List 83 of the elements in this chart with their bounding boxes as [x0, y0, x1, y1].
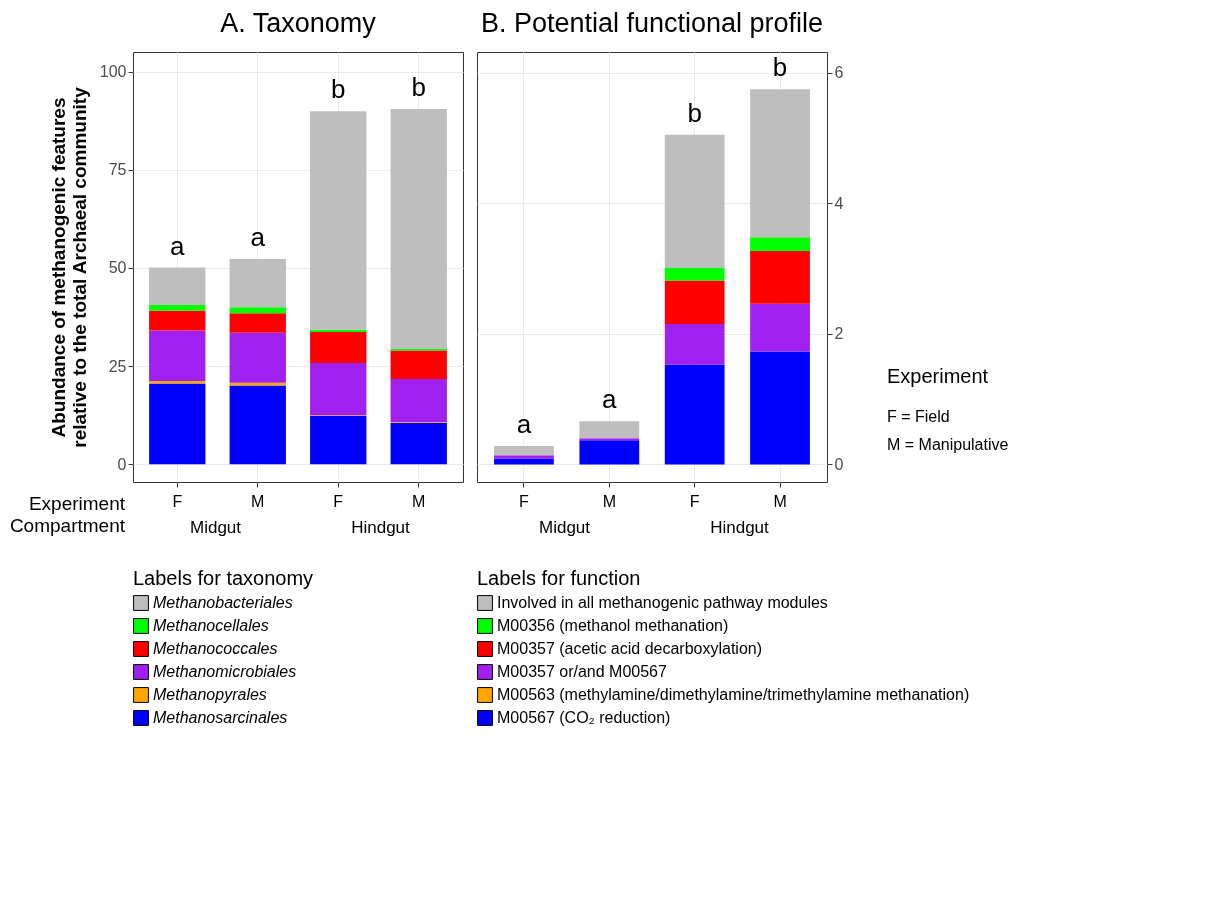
x-tick-label: M — [602, 492, 616, 510]
y-tick-label: 50 — [108, 259, 127, 277]
bar — [390, 108, 447, 349]
bar — [750, 351, 810, 465]
annotation: b — [411, 71, 426, 102]
y-tick-label: 0 — [834, 455, 844, 473]
x-tick-label: F — [519, 492, 530, 510]
legend-label: Methanosarcinales — [153, 709, 288, 726]
chart-title: B. Potential functional profile — [480, 8, 824, 38]
chart-title: A. Taxonomy — [220, 8, 377, 38]
text: Compartment — [9, 515, 126, 536]
bar — [750, 251, 810, 304]
x-tick-label: M — [773, 492, 787, 510]
annotation: b — [331, 74, 346, 105]
legend-label: Methanocellales — [153, 617, 269, 634]
bar — [310, 331, 367, 364]
y-tick-label: 2 — [834, 325, 844, 343]
bar — [664, 364, 725, 465]
bar — [310, 111, 367, 330]
legend-title: Labels for function — [477, 567, 641, 589]
legend-label: M00357 or/and M00567 — [497, 663, 667, 680]
annotation: b — [687, 97, 702, 128]
bar — [494, 455, 554, 459]
text: Midgut — [189, 518, 242, 537]
bar — [750, 89, 810, 238]
legend-label: Methanococcales — [153, 640, 278, 657]
bar — [229, 332, 286, 383]
y-tick-label: 75 — [108, 161, 127, 179]
y-tick-label: 4 — [834, 194, 844, 212]
text: Experiment — [887, 365, 989, 387]
annotation: a — [602, 384, 618, 415]
bar — [494, 446, 554, 456]
text: Hindgut — [351, 518, 411, 537]
text: Experiment — [28, 493, 126, 514]
legend-label: M00356 (methanol methanation) — [497, 617, 729, 634]
text: Hindgut — [710, 518, 770, 537]
text: Midgut — [538, 518, 591, 537]
legend-label: Methanobacteriales — [153, 594, 293, 611]
legend-label: M00563 (methylamine/dimethylamine/trimethylamine methanation) — [497, 686, 970, 703]
legend-label: Methanopyrales — [153, 686, 267, 703]
bar — [664, 134, 725, 268]
bar — [579, 440, 640, 465]
x-tick-label: F — [333, 492, 344, 510]
bar — [390, 422, 447, 465]
bar — [229, 258, 286, 308]
bar — [579, 421, 640, 439]
text: F = Field — [887, 408, 950, 425]
legend-label: M00357 (acetic acid decarboxylation) — [497, 640, 763, 657]
bar — [310, 416, 367, 465]
bar — [664, 280, 725, 325]
bar — [229, 307, 286, 314]
y-tick-label: 100 — [99, 63, 127, 81]
y-tick-label: 6 — [834, 64, 844, 82]
x-tick-label: M — [251, 492, 265, 510]
bar — [149, 383, 206, 465]
y-axis-title: Abundance of methanogenic features relative to the total Archaeal community — [47, 86, 90, 448]
bar — [149, 267, 206, 305]
bar — [149, 310, 206, 331]
bar — [390, 379, 447, 422]
annotation: a — [250, 221, 266, 252]
y-tick-label: 25 — [108, 357, 127, 375]
bar — [310, 363, 367, 416]
bar — [390, 350, 447, 380]
x-tick-label: F — [689, 492, 700, 510]
bar — [750, 237, 810, 252]
bar — [229, 385, 286, 465]
legend-title: Labels for taxonomy — [133, 567, 314, 589]
legend-label: Involved in all methanogenic pathway modules — [497, 594, 828, 611]
annotation: b — [772, 52, 788, 83]
x-tick-label: M — [412, 492, 426, 510]
annotation: a — [516, 409, 532, 440]
bar — [149, 304, 206, 311]
bar — [664, 324, 725, 365]
bar — [149, 330, 206, 382]
bar — [229, 313, 286, 333]
legend-label: Methanomicrobiales — [153, 663, 297, 680]
text: M = Manipulative — [887, 436, 1009, 453]
x-tick-label: F — [172, 492, 183, 510]
bar — [664, 267, 725, 281]
legend-label: M00567 (CO₂ reduction) — [497, 709, 671, 726]
annotation: a — [170, 230, 186, 261]
bar — [750, 303, 810, 352]
y-tick-label: 0 — [117, 455, 127, 473]
